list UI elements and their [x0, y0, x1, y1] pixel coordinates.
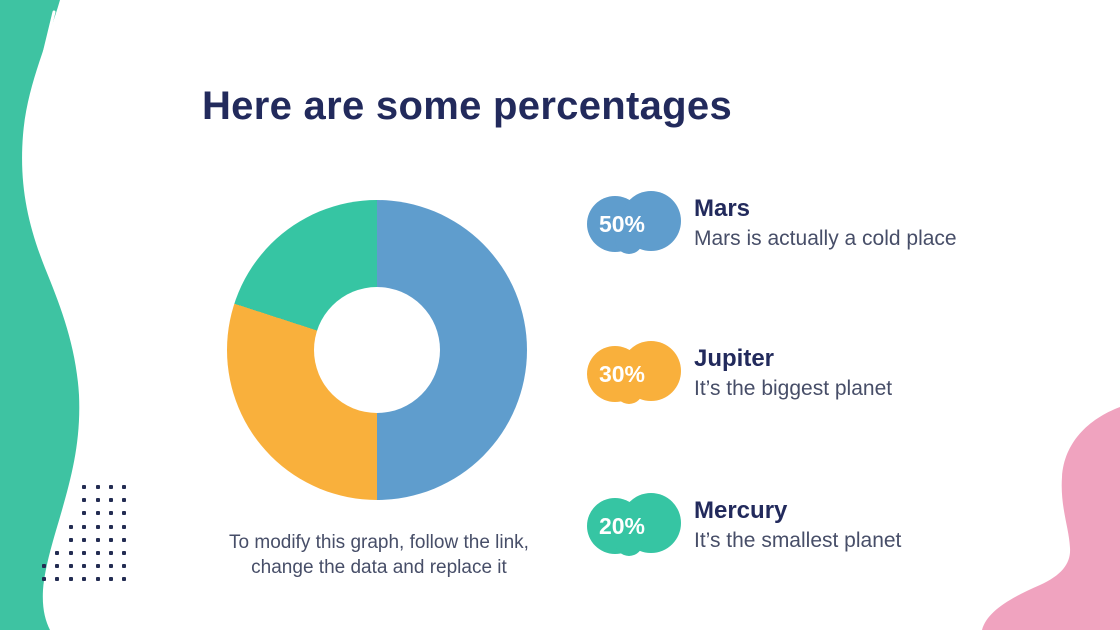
dot: [109, 564, 113, 569]
legend-item-mars: 50% Mars Mars is actually a cold place: [585, 191, 957, 255]
dot: [55, 551, 60, 555]
dot: [122, 511, 127, 516]
dot: [122, 498, 127, 503]
badge-value: 30%: [599, 361, 645, 387]
dot: [82, 577, 87, 582]
donut-hole: [314, 287, 440, 413]
dot: [82, 485, 87, 489]
dot: [68, 577, 73, 582]
legend-description: It’s the biggest planet: [694, 376, 893, 400]
percentage-badge-jupiter: 30%: [587, 341, 681, 404]
dot: [122, 485, 127, 489]
dot: [42, 577, 46, 582]
legend-text: Jupiter It’s the biggest planet: [694, 345, 892, 401]
dot: [109, 485, 113, 489]
dot: [95, 485, 100, 489]
dot: [95, 524, 100, 529]
white-accent-curve: [23, 10, 56, 147]
dot: [95, 577, 100, 582]
dot: [122, 524, 127, 529]
legend-item-mercury: 20% Mercury It’s the smallest planet: [585, 493, 901, 557]
dot: [122, 537, 127, 542]
legend-name: Mars: [694, 195, 751, 223]
chart-caption: To modify this graph, follow the link, c…: [229, 532, 529, 579]
dot: [95, 564, 100, 569]
donut-chart: [227, 200, 527, 500]
dot: [122, 564, 127, 569]
dot: [122, 577, 127, 582]
dot: [68, 524, 73, 529]
badge-value: 50%: [599, 211, 645, 237]
legend-name: Jupiter: [694, 345, 775, 373]
percentage-badge-mercury: 20%: [587, 493, 681, 556]
dot: [42, 564, 46, 569]
dot: [95, 511, 100, 516]
dot: [68, 564, 73, 569]
dot: [122, 551, 127, 555]
dot: [82, 564, 87, 569]
pink-blob-decoration: [982, 407, 1120, 630]
legend-text: Mars Mars is actually a cold place: [694, 195, 957, 251]
dot: [82, 551, 87, 555]
legend-name: Mercury: [694, 497, 788, 525]
legend-description: Mars is actually a cold place: [694, 226, 957, 250]
dot: [95, 537, 100, 542]
dot: [82, 524, 87, 529]
dot: [109, 551, 113, 555]
legend-item-jupiter: 30% Jupiter It’s the biggest planet: [585, 341, 892, 405]
badge-value: 20%: [599, 513, 645, 539]
dot: [68, 537, 73, 542]
dot: [109, 511, 113, 516]
dot: [82, 537, 87, 542]
dot: [82, 511, 87, 516]
dot: [109, 577, 113, 582]
percentage-badge-mars: 50%: [587, 191, 681, 254]
legend-description: It’s the smallest planet: [694, 528, 902, 552]
dot: [95, 498, 100, 503]
dot: [109, 537, 113, 542]
dot: [95, 551, 100, 555]
dot: [68, 551, 73, 555]
slide-title: Here are some percentages: [202, 84, 732, 128]
legend-text: Mercury It’s the smallest planet: [694, 497, 901, 553]
dot: [109, 524, 113, 529]
dot: [55, 577, 60, 582]
dot: [109, 498, 113, 503]
dot: [82, 498, 87, 503]
dot: [55, 564, 60, 569]
dots-pattern: [42, 485, 132, 585]
